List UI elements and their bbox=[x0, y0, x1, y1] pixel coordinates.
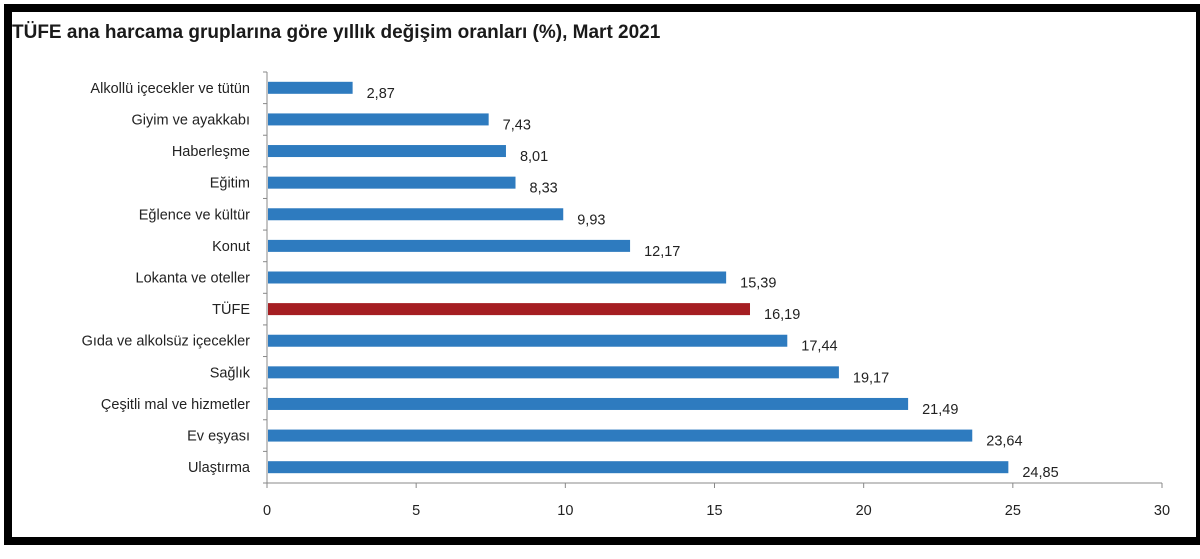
category-label: Eğlence ve kültür bbox=[139, 207, 250, 223]
bar bbox=[268, 239, 631, 252]
data-label: 2,87 bbox=[367, 86, 395, 102]
data-label: 17,44 bbox=[801, 339, 837, 355]
data-label: 12,17 bbox=[644, 244, 680, 260]
bar bbox=[268, 113, 489, 126]
bar bbox=[268, 176, 516, 189]
category-label: Alkollü içecekler ve tütün bbox=[90, 81, 250, 97]
category-label: Ulaştırma bbox=[188, 460, 251, 476]
x-tick-label: 20 bbox=[856, 503, 872, 519]
data-label: 7,43 bbox=[503, 117, 531, 133]
x-tick-label: 30 bbox=[1154, 503, 1170, 519]
data-label: 16,19 bbox=[764, 307, 800, 323]
x-tick-label: 0 bbox=[263, 503, 271, 519]
x-tick-label: 15 bbox=[706, 503, 722, 519]
bar bbox=[268, 334, 788, 347]
data-label: 19,17 bbox=[853, 370, 889, 386]
category-label: Sağlık bbox=[210, 365, 251, 381]
data-label: 9,93 bbox=[577, 212, 605, 228]
category-label: Eğitim bbox=[210, 176, 250, 192]
bar bbox=[268, 271, 727, 284]
category-label: Gıda ve alkolsüz içecekler bbox=[82, 334, 251, 350]
bar bbox=[268, 208, 564, 221]
data-label: 24,85 bbox=[1022, 465, 1058, 481]
x-tick-label: 25 bbox=[1005, 503, 1021, 519]
category-label: TÜFE bbox=[212, 300, 250, 318]
x-tick-label: 5 bbox=[412, 503, 420, 519]
chart-title: TÜFE ana harcama gruplarına göre yıllık … bbox=[12, 22, 661, 43]
bar bbox=[268, 461, 1009, 474]
data-label: 8,33 bbox=[530, 181, 558, 197]
data-label: 21,49 bbox=[922, 402, 958, 418]
category-label: Çeşitli mal ve hizmetler bbox=[101, 397, 250, 413]
category-label: Ev eşyası bbox=[187, 429, 250, 445]
bar bbox=[268, 81, 353, 94]
data-label: 23,64 bbox=[986, 434, 1022, 450]
category-label: Haberleşme bbox=[172, 144, 250, 160]
category-label: Giyim ve ayakkabı bbox=[132, 112, 250, 128]
x-tick-label: 10 bbox=[557, 503, 573, 519]
category-label: Lokanta ve oteller bbox=[136, 271, 251, 287]
bar bbox=[268, 366, 839, 379]
bar bbox=[268, 303, 751, 316]
category-label: Konut bbox=[212, 239, 250, 255]
bar bbox=[268, 397, 909, 410]
bar bbox=[268, 145, 506, 158]
data-label: 15,39 bbox=[740, 276, 776, 292]
data-label: 8,01 bbox=[520, 149, 548, 165]
bar bbox=[268, 429, 973, 442]
